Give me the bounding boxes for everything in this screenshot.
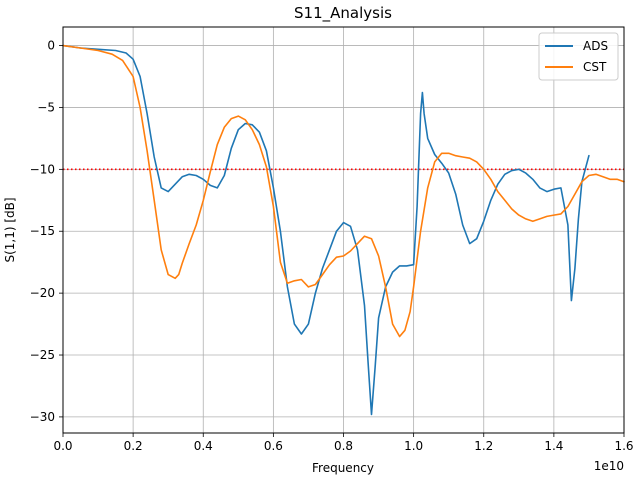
x-axis-ticks: 0.0 0.2 0.4 0.6 0.8 1.0 1.2 1.4 1.6 xyxy=(53,433,634,453)
legend-label-cst: CST xyxy=(583,60,607,74)
y-tick-label: −20 xyxy=(30,286,55,300)
series-line-ads xyxy=(62,44,590,416)
y-tick-label: −10 xyxy=(30,162,55,176)
y-axis-label: S(1,1) [dB] xyxy=(3,197,17,262)
x-tick-label: 0.6 xyxy=(264,439,283,453)
series-line-cst xyxy=(62,44,625,338)
x-tick-label: 1.6 xyxy=(614,439,633,453)
chart-title: S11_Analysis xyxy=(294,4,392,23)
legend-box xyxy=(538,32,619,81)
y-tick-label: −30 xyxy=(30,410,55,424)
legend-label-ads: ADS xyxy=(583,39,608,53)
x-axis-label: Frequency xyxy=(312,461,374,475)
series-layer xyxy=(62,44,625,416)
x-tick-label: 1.2 xyxy=(474,439,493,453)
x-tick-label: 0.0 xyxy=(53,439,72,453)
y-tick-label: −5 xyxy=(37,100,55,114)
legend: ADS CST xyxy=(538,32,619,81)
x-axis-offset-label: 1e10 xyxy=(594,459,624,473)
x-tick-label: 0.8 xyxy=(334,439,353,453)
y-tick-label: 0 xyxy=(47,39,55,53)
x-tick-label: 0.4 xyxy=(194,439,213,453)
y-axis-ticks: 0 −5 −10 −15 −20 −25 −30 xyxy=(30,39,63,424)
x-tick-label: 1.0 xyxy=(404,439,423,453)
x-tick-label: 1.4 xyxy=(544,439,563,453)
x-tick-label: 0.2 xyxy=(124,439,143,453)
y-tick-label: −25 xyxy=(30,348,55,362)
y-tick-label: −15 xyxy=(30,224,55,238)
